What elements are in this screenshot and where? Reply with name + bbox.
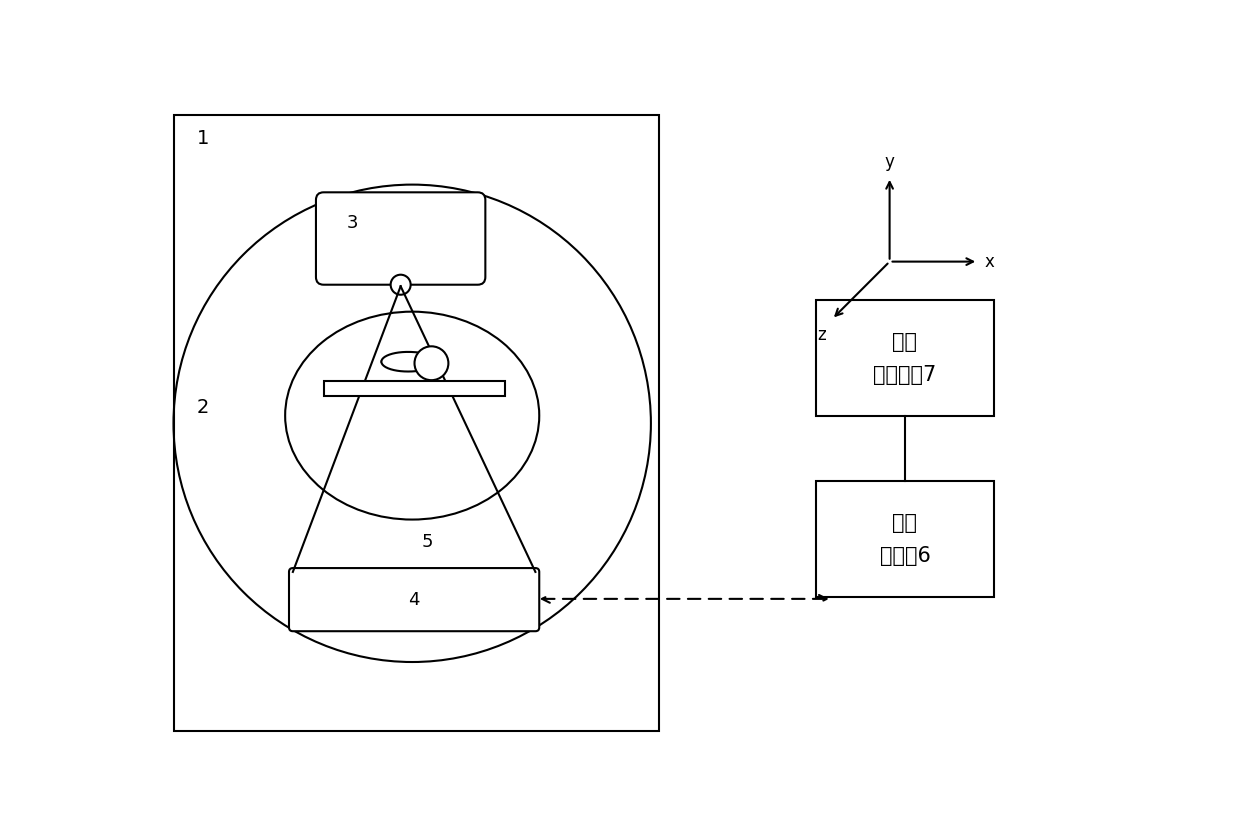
Ellipse shape <box>382 357 443 367</box>
Polygon shape <box>382 352 443 372</box>
Bar <box>816 300 993 415</box>
Text: 5: 5 <box>422 534 433 551</box>
Text: x: x <box>985 253 994 271</box>
Bar <box>174 115 658 732</box>
Text: 计算杣6: 计算杣6 <box>879 545 930 565</box>
FancyBboxPatch shape <box>316 192 485 284</box>
Text: 3: 3 <box>347 214 358 232</box>
Text: 2: 2 <box>197 399 210 418</box>
Text: 显示装畲7: 显示装畲7 <box>873 365 936 385</box>
Bar <box>324 381 505 396</box>
Text: z: z <box>817 326 826 343</box>
Circle shape <box>391 274 410 294</box>
Circle shape <box>414 347 449 380</box>
Text: y: y <box>884 153 894 171</box>
Text: 重建: 重建 <box>893 513 918 534</box>
Text: 4: 4 <box>408 591 420 608</box>
Text: 图像: 图像 <box>893 332 918 352</box>
Bar <box>816 481 993 597</box>
FancyBboxPatch shape <box>289 568 539 631</box>
Text: 1: 1 <box>197 129 210 149</box>
